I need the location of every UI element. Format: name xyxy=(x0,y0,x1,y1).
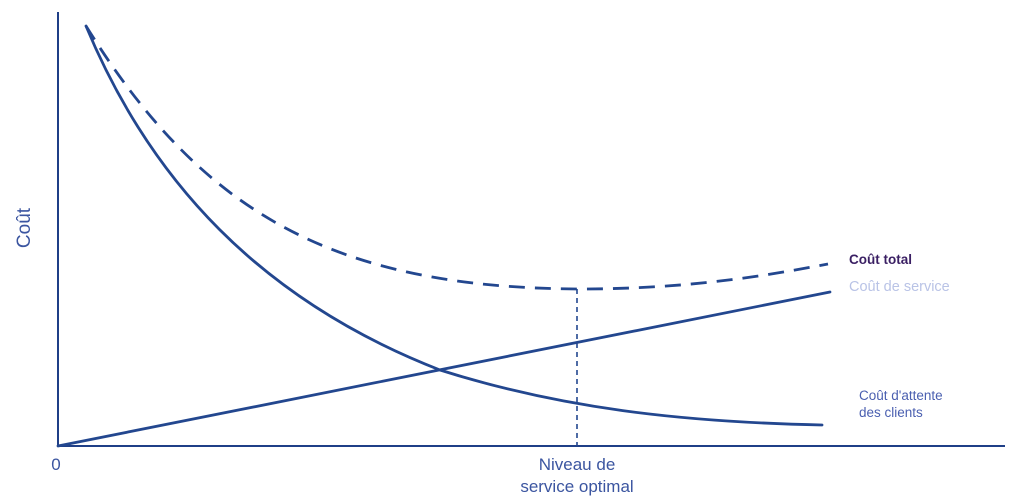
y-axis-label: Coût xyxy=(14,207,35,248)
series-label-waiting-cost-line1: Coût d'attente xyxy=(859,388,943,403)
optimum-label-line1: Niveau de xyxy=(539,455,616,474)
waiting-cost-curve xyxy=(84,24,824,427)
series-label-total-cost: Coût total xyxy=(849,252,912,267)
total-cost-curve xyxy=(84,25,829,291)
optimum-label-line2: service optimal xyxy=(520,477,633,496)
series-label-waiting-cost-line2: des clients xyxy=(859,405,923,420)
origin-label: 0 xyxy=(51,455,60,474)
service-cost-line xyxy=(56,290,832,448)
series-label-service-cost: Coût de service xyxy=(849,279,950,295)
